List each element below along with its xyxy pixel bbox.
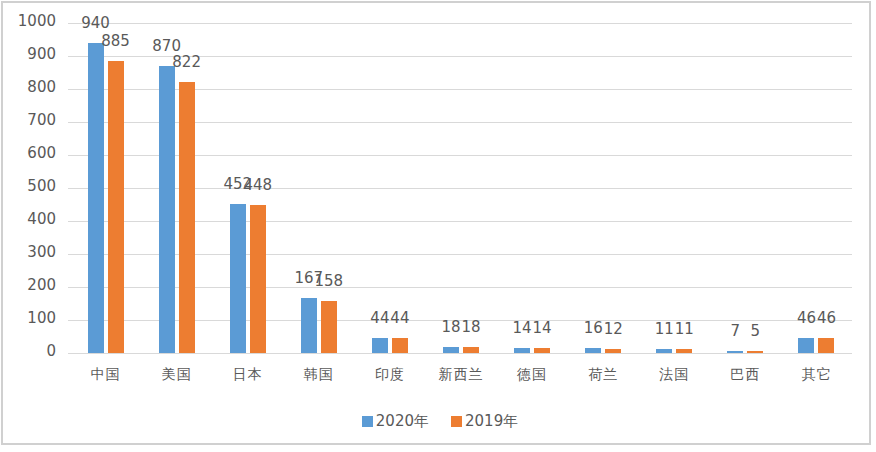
data-label: 940 [66, 14, 126, 32]
y-tick-label: 700 [0, 111, 56, 129]
bar-2019年-其它 [818, 338, 834, 353]
x-category-label: 印度 [350, 364, 430, 384]
y-tick-label: 200 [0, 276, 56, 294]
bar-2019年-新西兰 [463, 347, 479, 353]
bar-2019年-印度 [392, 338, 408, 353]
data-label: 448 [228, 176, 288, 194]
bar-2020年-新西兰 [443, 347, 459, 353]
y-tick-label: 100 [0, 309, 56, 327]
legend-swatch [451, 416, 462, 427]
bar-2020年-其它 [798, 338, 814, 353]
x-category-label: 新西兰 [421, 364, 501, 384]
bar-2020年-印度 [372, 338, 388, 353]
x-category-label: 法国 [634, 364, 714, 384]
bar-2020年-荷兰 [585, 348, 601, 353]
y-tick-label: 800 [0, 78, 56, 96]
bar-chart: 01002003004005006007008009001000 9408858… [0, 0, 876, 452]
legend-item-2019年: 2019年 [451, 412, 518, 430]
legend-item-2020年: 2020年 [362, 412, 429, 430]
bar-2019年-韩国 [321, 301, 337, 353]
x-category-label: 德国 [492, 364, 572, 384]
bar-2019年-德国 [534, 348, 550, 353]
y-tick-label: 1000 [0, 12, 56, 30]
legend-swatch [362, 416, 373, 427]
bar-2020年-中国 [88, 43, 104, 353]
data-label: 158 [299, 272, 359, 290]
legend-label: 2019年 [465, 412, 518, 430]
bar-2020年-日本 [230, 204, 246, 353]
data-label: 822 [157, 53, 217, 71]
x-category-label: 韩国 [279, 364, 359, 384]
bar-2019年-巴西 [747, 351, 763, 353]
x-category-label: 巴西 [705, 364, 785, 384]
legend-label: 2020年 [376, 412, 429, 430]
y-tick-label: 300 [0, 243, 56, 261]
bar-2019年-法国 [676, 349, 692, 353]
bar-2020年-韩国 [301, 298, 317, 353]
bar-2019年-日本 [250, 205, 266, 353]
data-label: 46 [796, 309, 856, 327]
bar-2020年-巴西 [727, 351, 743, 353]
x-category-label: 日本 [208, 364, 288, 384]
bar-2020年-德国 [514, 348, 530, 353]
bar-2019年-荷兰 [605, 349, 621, 353]
y-tick-label: 500 [0, 177, 56, 195]
x-category-label: 中国 [66, 364, 146, 384]
y-tick-label: 0 [0, 342, 56, 360]
y-tick-label: 900 [0, 45, 56, 63]
x-category-label: 荷兰 [563, 364, 643, 384]
bar-2019年-美国 [179, 82, 195, 353]
bar-2020年-美国 [159, 66, 175, 353]
y-tick-label: 600 [0, 144, 56, 162]
y-tick-label: 400 [0, 210, 56, 228]
bar-2020年-法国 [656, 349, 672, 353]
legend: 2020年 2019年 [2, 412, 876, 430]
gridline-1000 [68, 23, 852, 24]
bar-2019年-中国 [108, 61, 124, 353]
x-category-label: 其它 [776, 364, 856, 384]
x-category-label: 美国 [137, 364, 217, 384]
